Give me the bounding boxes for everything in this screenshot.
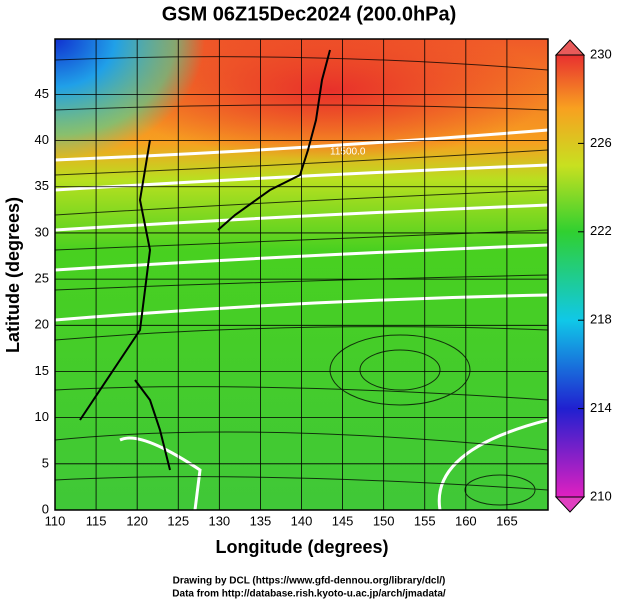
x-tick-label: 115 — [86, 513, 107, 528]
y-tick-label: 45 — [35, 86, 49, 101]
contour-label: 11500.0 — [330, 147, 366, 158]
y-axis-label: Latitude (degrees) — [3, 197, 23, 353]
y-tick-label: 5 — [42, 455, 49, 470]
x-tick-label: 135 — [250, 513, 272, 528]
y-tick-label: 30 — [35, 224, 49, 239]
y-tick-label: 35 — [35, 178, 49, 193]
x-tick-label: 150 — [373, 513, 395, 528]
x-tick-label: 130 — [208, 513, 230, 528]
colorbar — [555, 54, 585, 498]
colorbar-tick-label: 214 — [590, 400, 612, 415]
footer-line: Data from http://database.rish.kyoto-u.a… — [172, 589, 446, 600]
colorbar-tick-label: 218 — [590, 312, 612, 327]
y-tick-label: 10 — [35, 409, 49, 424]
colorbar-tick-label: 222 — [590, 223, 612, 238]
x-tick-label: 120 — [126, 513, 148, 528]
y-tick-label: 40 — [35, 132, 49, 147]
title: GSM 06Z15Dec2024 (200.0hPa) — [162, 3, 457, 25]
x-axis-label: Longitude (degrees) — [215, 537, 388, 557]
x-tick-label: 110 — [45, 513, 66, 528]
field — [55, 39, 548, 510]
x-tick-label: 145 — [332, 513, 354, 528]
x-tick-label: 140 — [291, 513, 313, 528]
colorbar-tick-label: 210 — [590, 488, 612, 503]
footer-line: Drawing by DCL (https://www.gfd-dennou.o… — [173, 576, 446, 587]
y-tick-label: 25 — [35, 271, 49, 286]
colorbar-max-arrow — [554, 39, 586, 56]
x-tick-label: 155 — [414, 513, 436, 528]
x-tick-label: 160 — [455, 513, 477, 528]
x-tick-label: 165 — [496, 513, 518, 528]
y-tick-label: 20 — [35, 317, 49, 332]
y-tick-label: 15 — [35, 363, 49, 378]
colorbar-tick-label: 230 — [590, 46, 612, 61]
colorbar-tick-label: 226 — [590, 135, 612, 150]
colorbar-min-arrow — [554, 496, 586, 513]
y-tick-label: 0 — [42, 501, 49, 516]
x-tick-label: 125 — [167, 513, 189, 528]
